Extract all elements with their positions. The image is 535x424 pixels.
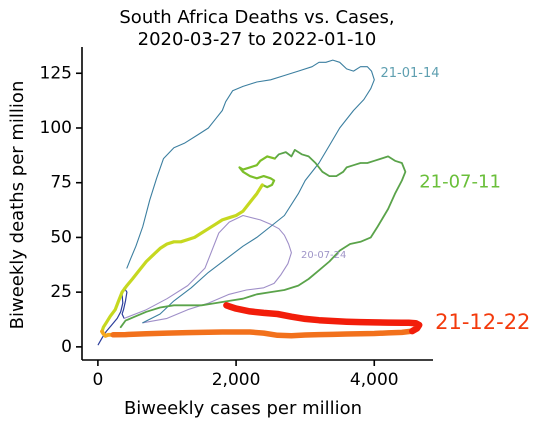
series-line-7 xyxy=(110,328,416,339)
y-tick-label: 50 xyxy=(50,227,72,247)
series-line-4 xyxy=(238,155,276,189)
x-tick-label: 0 xyxy=(92,370,103,390)
x-axis-label: Biweekly cases per million xyxy=(124,398,362,419)
x-tick-label: 2,000 xyxy=(212,370,261,390)
series-layer xyxy=(97,59,423,346)
y-tick-label: 75 xyxy=(50,173,72,193)
annotation-label-3: 21-12-22 xyxy=(435,310,530,334)
series-line-8 xyxy=(223,302,423,335)
chart-title-line-1: South Africa Deaths vs. Cases, xyxy=(119,7,394,28)
y-tick-label: 25 xyxy=(50,282,72,302)
chart-title-line-2: 2020-03-27 to 2022-01-10 xyxy=(138,29,377,50)
annotation-label-2: 20-07-24 xyxy=(301,250,346,261)
annotation-layer: 21-01-14 21-07-11 20-07-24 21-12-22 xyxy=(301,66,530,334)
y-axis-label: Biweekly deaths per million xyxy=(7,81,28,330)
y-tick-label: 0 xyxy=(61,337,72,357)
series-line-3 xyxy=(119,148,407,329)
series-line-1 xyxy=(123,214,292,324)
series-line-5 xyxy=(100,183,264,334)
series-line-6 xyxy=(100,329,115,338)
x-ticks: 0 2,000 4,000 xyxy=(92,360,399,390)
y-tick-label: 125 xyxy=(40,63,72,83)
series-line-2 xyxy=(126,59,375,324)
annotation-label-1: 21-07-11 xyxy=(419,172,501,193)
x-tick-label: 4,000 xyxy=(350,370,399,390)
annotation-label-0: 21-01-14 xyxy=(381,66,440,81)
y-ticks: 0 25 50 75 100 125 xyxy=(40,63,82,357)
y-tick-label: 100 xyxy=(40,118,72,138)
series-line-0 xyxy=(97,287,128,346)
